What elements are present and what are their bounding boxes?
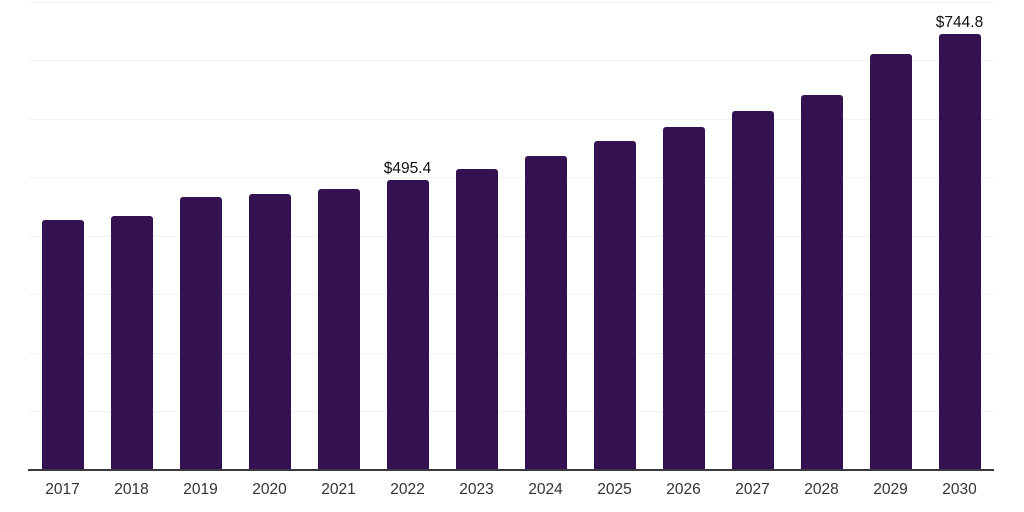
x-tick-label-2019: 2019 <box>183 481 218 498</box>
bar-band-2018 <box>97 2 166 470</box>
x-tick-label-2021: 2021 <box>321 481 356 498</box>
bar-band-2028 <box>787 2 856 470</box>
x-tick-label-2028: 2028 <box>804 481 839 498</box>
bar-2023 <box>455 168 498 470</box>
bar-band-2017 <box>28 2 97 470</box>
gridline-400 <box>28 236 994 237</box>
bar-band-2030: $744.8 <box>925 2 994 470</box>
x-tick-label-2023: 2023 <box>459 481 494 498</box>
bar-2018 <box>110 216 153 470</box>
bar-2022 <box>386 180 429 470</box>
plot-area: $495.4 $744.8 <box>28 2 994 471</box>
x-tick-label-2022: 2022 <box>390 481 425 498</box>
gridline-800 <box>28 2 994 3</box>
x-tick-label-2018: 2018 <box>114 481 149 498</box>
x-tick-label-2017: 2017 <box>45 481 80 498</box>
bar-band-2029 <box>856 2 925 470</box>
bar-band-2023 <box>442 2 511 470</box>
bar-2021 <box>317 188 360 470</box>
bar-2027 <box>731 110 774 470</box>
bar-band-2026 <box>649 2 718 470</box>
bar-2026 <box>662 126 705 470</box>
gridline-600 <box>28 119 994 120</box>
x-tick-label-2020: 2020 <box>252 481 287 498</box>
x-tick-label-2027: 2027 <box>735 481 770 498</box>
gridline-500 <box>28 177 994 178</box>
bar-2030 <box>938 34 981 470</box>
bar-2024 <box>524 156 567 470</box>
bar-value-label-2030: $744.8 <box>935 14 984 32</box>
x-axis-labels: 2017 2018 2019 2020 2021 2022 2023 2024 2025 2026… <box>28 481 994 499</box>
bar-2028 <box>800 95 843 470</box>
bar-band-2024 <box>511 2 580 470</box>
bar-value-label-2022: $495.4 <box>383 160 432 178</box>
x-tick-label-2025: 2025 <box>597 481 632 498</box>
gridline-200 <box>28 353 994 354</box>
bar-band-2020 <box>235 2 304 470</box>
gridline-100 <box>28 411 994 412</box>
gridline-300 <box>28 294 994 295</box>
bar-band-2021 <box>304 2 373 470</box>
x-tick-label-2024: 2024 <box>528 481 563 498</box>
bar-series: $495.4 $744.8 <box>28 2 994 470</box>
bar-band-2019 <box>166 2 235 470</box>
gridline-700 <box>28 60 994 61</box>
x-axis-line <box>28 469 994 471</box>
bar-2020 <box>248 193 291 470</box>
x-tick-label-2026: 2026 <box>666 481 701 498</box>
bar-2025 <box>593 141 636 470</box>
x-tick-label-2029: 2029 <box>873 481 908 498</box>
bar-band-2027 <box>718 2 787 470</box>
bar-2017 <box>41 220 84 470</box>
bar-band-2022: $495.4 <box>373 2 442 470</box>
x-tick-label-2030: 2030 <box>942 481 977 498</box>
bar-2029 <box>869 54 912 470</box>
bar-band-2025 <box>580 2 649 470</box>
bar-2019 <box>179 196 222 470</box>
